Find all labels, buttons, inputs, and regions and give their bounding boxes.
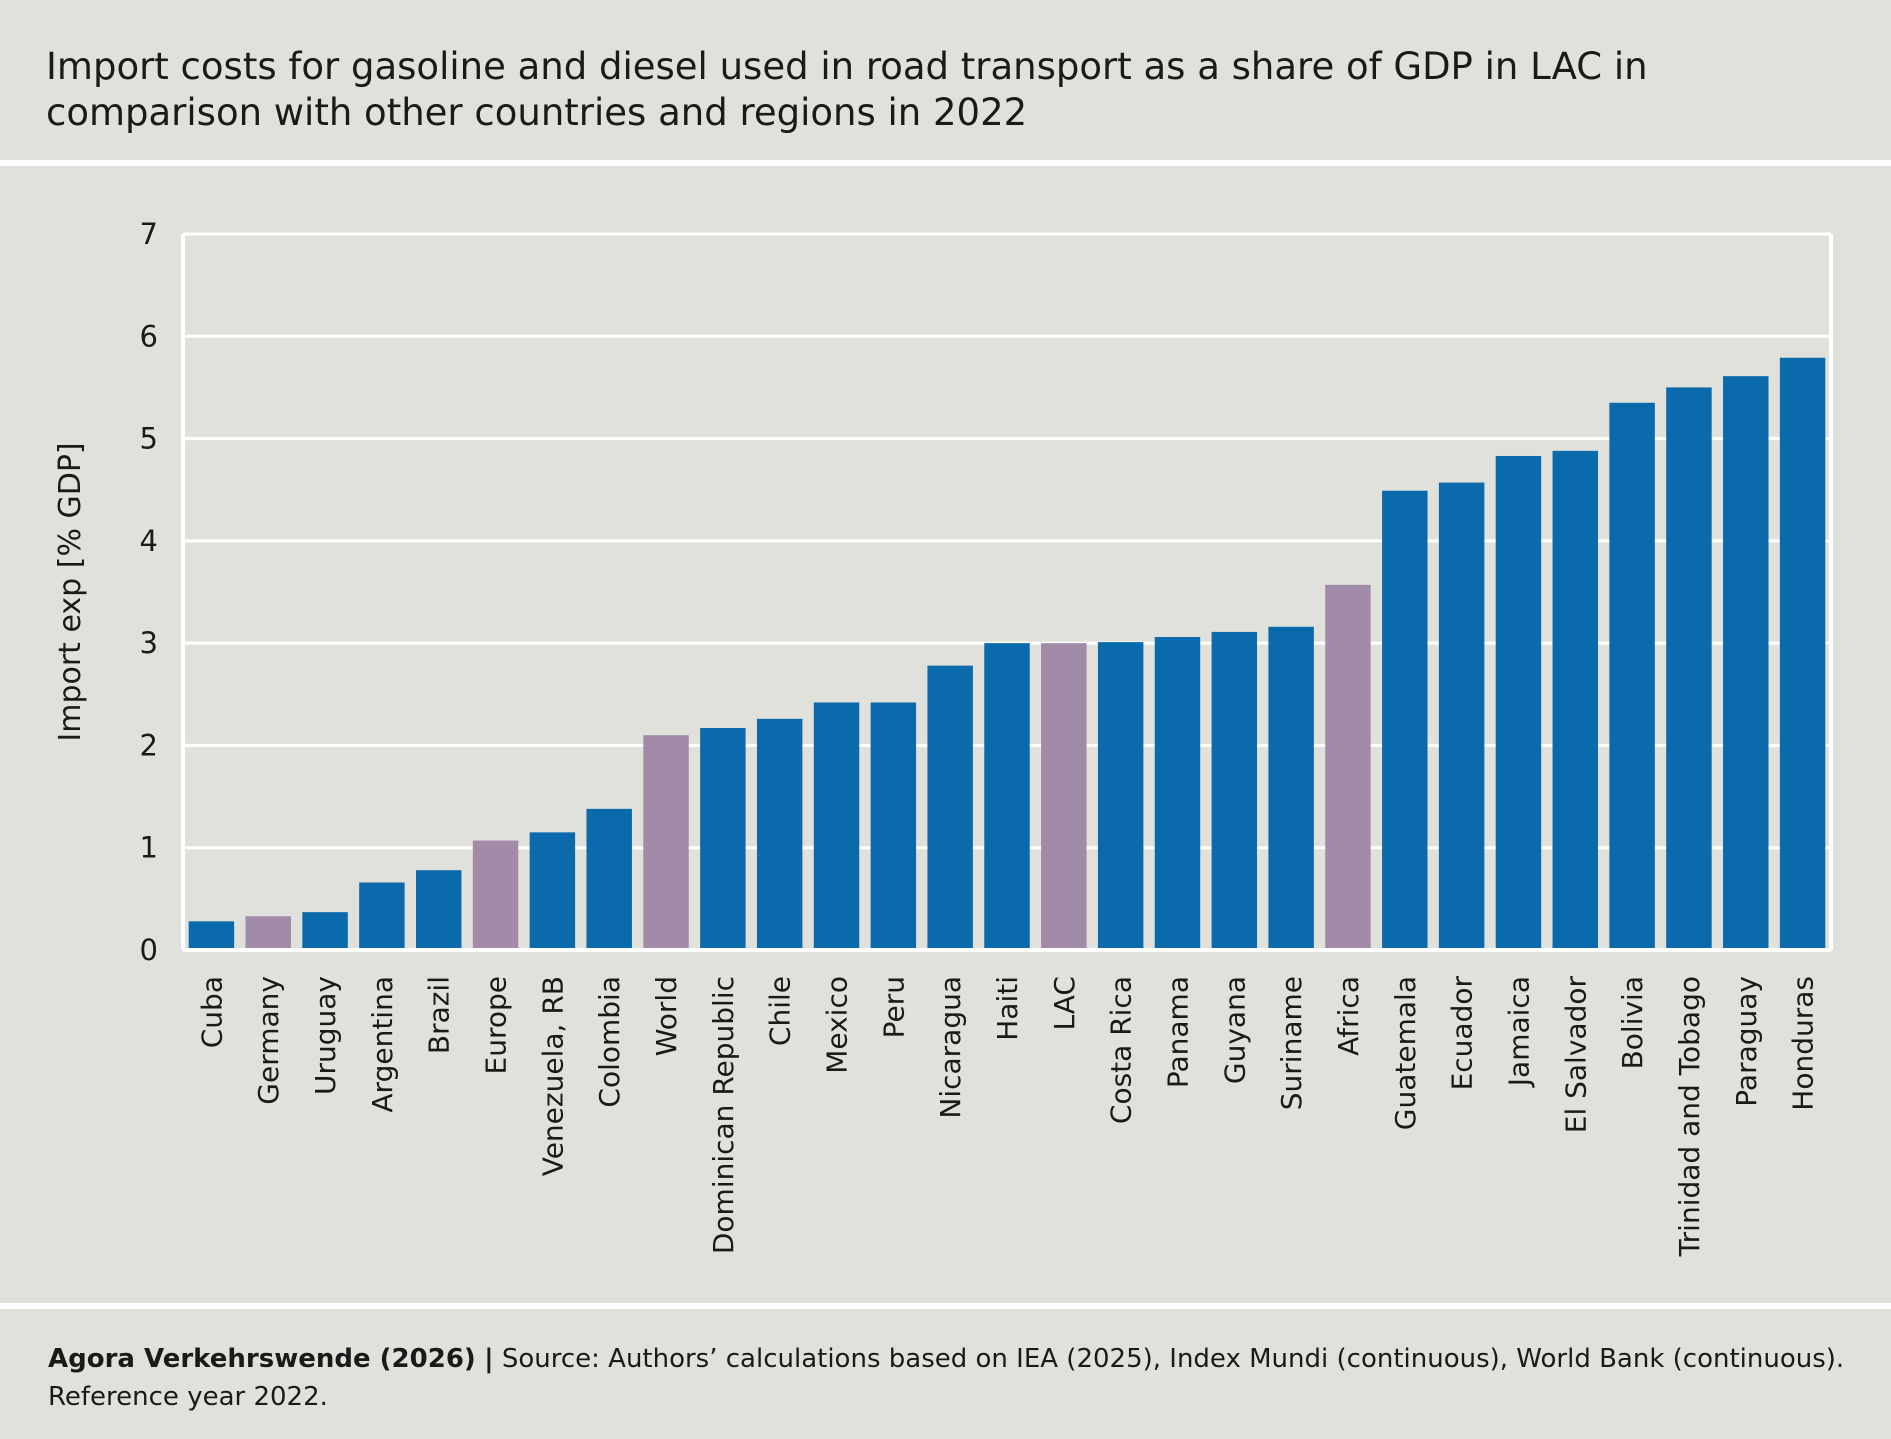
source-brand: Agora Verkehrswende (2026)	[48, 1344, 476, 1374]
bar	[1382, 490, 1428, 950]
top-divider	[0, 160, 1891, 166]
bar	[1041, 643, 1087, 950]
bar	[1495, 455, 1542, 950]
x-tick-label: Germany	[252, 976, 285, 1105]
bar	[870, 702, 917, 950]
x-tick-label: Jamaica	[1502, 976, 1535, 1088]
x-tick-label: Venezuela, RB	[536, 976, 569, 1176]
bar	[529, 832, 576, 950]
bar	[756, 718, 803, 950]
y-tick-label: 4	[140, 524, 158, 558]
chart-title: Import costs for gasoline and diesel use…	[46, 45, 1648, 134]
source-separator: |	[484, 1344, 494, 1374]
bar	[1552, 450, 1599, 950]
x-tick-label: Cuba	[195, 976, 228, 1048]
x-tick-label: Haiti	[991, 976, 1024, 1041]
bar	[302, 912, 348, 950]
x-tick-label: Dominican Republic	[707, 976, 740, 1254]
x-tick-label: Panama	[1161, 976, 1194, 1088]
bar	[1438, 482, 1485, 950]
x-tick-label: Guatemala	[1389, 976, 1422, 1130]
x-tick-label: Nicaragua	[934, 976, 967, 1119]
y-tick-labels: 0 1 2 3 4 5 6 7	[140, 217, 158, 967]
x-tick-label: Europe	[480, 976, 513, 1074]
bar	[1666, 387, 1712, 950]
bar	[1211, 631, 1258, 950]
y-tick-label: 7	[140, 217, 158, 251]
bar	[813, 702, 860, 950]
bar	[643, 735, 689, 950]
x-tick-label: Peru	[877, 976, 910, 1038]
y-tick-label: 1	[140, 831, 158, 865]
x-tick-label: Costa Rica	[1105, 976, 1138, 1124]
x-tick-label: El Salvador	[1559, 976, 1592, 1134]
bar	[472, 840, 519, 950]
bar	[1723, 376, 1769, 950]
x-tick-label: Trinidad and Tobago	[1673, 976, 1706, 1257]
bar	[1325, 584, 1371, 950]
bar	[1609, 402, 1655, 950]
bar	[1097, 642, 1144, 950]
x-tick-label: Mexico	[821, 976, 854, 1074]
x-tick-label: Paraguay	[1730, 976, 1763, 1107]
bar-chart: 0 1 2 3 4 5 6 7 Cuba Germany Uruguay Argentina Braz…	[53, 217, 1833, 1258]
y-tick-label: 5	[140, 422, 158, 456]
x-tick-label: Bolivia	[1616, 976, 1649, 1069]
x-tick-label: Chile	[764, 976, 797, 1046]
bar	[1268, 626, 1314, 950]
bar	[586, 808, 632, 950]
x-tick-label: Argentina	[366, 976, 399, 1113]
bar	[245, 916, 291, 950]
x-tick-label: World	[650, 976, 683, 1056]
source-note: Agora Verkehrswende (2026) | Source: Aut…	[48, 1340, 1858, 1416]
x-tick-labels: Cuba Germany Uruguay Argentina Brazil Europe V…	[195, 976, 1819, 1258]
bar	[1154, 637, 1201, 950]
x-tick-label: Guyana	[1218, 976, 1251, 1084]
bar	[984, 643, 1030, 950]
x-tick-label: Uruguay	[309, 976, 342, 1095]
bar	[415, 870, 462, 950]
y-tick-label: 2	[140, 728, 158, 762]
x-tick-label: Honduras	[1787, 976, 1820, 1111]
frame-layer	[181, 234, 1833, 952]
x-tick-label: Colombia	[593, 976, 626, 1108]
x-tick-label: Ecuador	[1446, 976, 1479, 1091]
bar	[188, 921, 235, 950]
y-tick-label: 3	[140, 626, 158, 660]
bar	[700, 728, 746, 950]
y-tick-label: 6	[140, 319, 158, 353]
y-tick-label: 0	[140, 933, 158, 967]
bar	[927, 665, 973, 950]
x-tick-label: Brazil	[423, 976, 456, 1054]
x-tick-label: Suriname	[1275, 976, 1308, 1110]
bars-layer	[188, 357, 1826, 950]
bar	[359, 882, 405, 950]
bottom-divider	[0, 1303, 1891, 1309]
bar	[1779, 357, 1826, 950]
source-text: Source: Authors’ calculations based on I…	[48, 1344, 1845, 1412]
x-tick-label: LAC	[1048, 976, 1081, 1030]
x-tick-label: Africa	[1332, 976, 1365, 1056]
y-axis-label: Import exp [% GDP]	[53, 442, 88, 741]
